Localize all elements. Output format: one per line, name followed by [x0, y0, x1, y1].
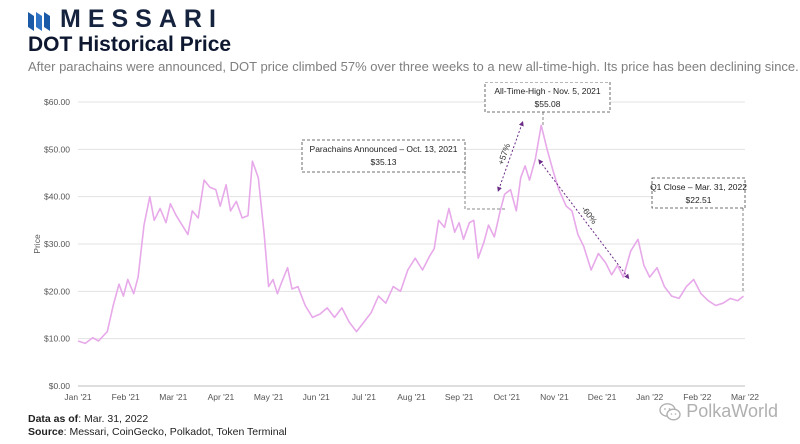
annotation-title: Parachains Announced – Oct. 13, 2021	[310, 144, 458, 154]
x-tick-label: Apr '21	[208, 392, 235, 402]
x-tick-label: Nov '21	[540, 392, 569, 402]
x-tick-label: Dec '21	[588, 392, 617, 402]
annotation-value: $55.08	[535, 99, 561, 109]
y-axis-label: Price	[32, 234, 42, 254]
footer-source-value: : Messari, CoinGecko, Polkadot, Token Te…	[63, 426, 287, 438]
x-tick-label: Jun '21	[303, 392, 330, 402]
price-chart: $0.00 $10.00 $20.00 $30.00 $40.00 $50.00 $60.0…	[32, 82, 759, 402]
brand-name: MESSARI	[60, 5, 223, 33]
x-tick-label: May '21	[254, 392, 284, 402]
x-tick-label: Sep '21	[445, 392, 474, 402]
x-tick-label: Jan '21	[64, 392, 91, 402]
x-tick-label: Jan '22	[636, 392, 663, 402]
y-tick-label: $0.00	[49, 381, 71, 391]
messari-logo-icon	[28, 11, 50, 31]
annotation-value: $22.51	[686, 195, 712, 205]
annotation-leader-line	[464, 156, 505, 210]
brand-header: MESSARI	[28, 5, 223, 34]
x-tick-label: Feb '21	[112, 392, 140, 402]
y-tick-label: $60.00	[44, 97, 70, 107]
x-tick-label: Oct '21	[493, 392, 520, 402]
page-subtitle: After parachains were announced, DOT pri…	[28, 59, 799, 74]
annotation-box	[651, 177, 746, 209]
annotation-title: Q1 Close – Mar. 31, 2022	[650, 182, 747, 192]
x-tick-label: Mar '21	[159, 392, 187, 402]
change-arrow-label: -60%	[579, 204, 599, 226]
footer-source: Source: Messari, CoinGecko, Polkadot, To…	[28, 426, 287, 438]
x-tick-label: Mar '22	[731, 392, 759, 402]
x-tick-label: Feb '22	[683, 392, 711, 402]
wechat-icon	[659, 402, 681, 421]
y-tick-label: $50.00	[44, 144, 70, 154]
y-tick-label: $20.00	[44, 286, 70, 296]
annotation-title: All-Time-High - Nov. 5, 2021	[494, 86, 601, 96]
footer-data-label: Data as of	[28, 413, 79, 425]
annotation-box	[301, 139, 466, 173]
watermark-text: PolkaWorld	[686, 401, 778, 421]
annotation-value: $35.13	[371, 157, 397, 167]
watermark: PolkaWorld	[659, 401, 778, 422]
footer-data-value: : Mar. 31, 2022	[78, 413, 149, 425]
change-arrow-label: +57%	[496, 142, 513, 166]
x-tick-label: Aug '21	[397, 392, 426, 402]
y-tick-label: $40.00	[44, 192, 70, 202]
page-title: DOT Historical Price	[28, 33, 232, 56]
annotation-box	[484, 82, 611, 113]
x-tick-label: Jul '21	[352, 392, 377, 402]
y-tick-label: $30.00	[44, 239, 70, 249]
footer-data-as-of: Data as of: Mar. 31, 2022	[28, 413, 148, 425]
y-tick-label: $10.00	[44, 334, 70, 344]
footer-source-label: Source	[28, 426, 64, 438]
change-arrow	[538, 159, 630, 280]
